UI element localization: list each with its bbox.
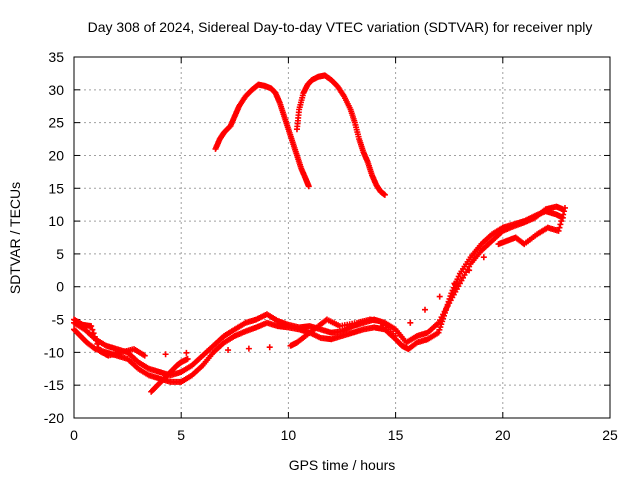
data-point (95, 344, 102, 351)
x-tick-label: 0 (70, 427, 78, 443)
x-tick-label: 10 (281, 427, 297, 443)
data-point (89, 326, 96, 333)
data-point (466, 267, 473, 274)
x-tick-label: 5 (177, 427, 185, 443)
data-point (480, 254, 487, 261)
data-point (557, 221, 564, 228)
data-point (392, 332, 399, 339)
y-tick-label: 35 (48, 49, 64, 65)
data-point (436, 326, 443, 333)
y-tick-label: 30 (48, 82, 64, 98)
y-tick-label: 20 (48, 147, 64, 163)
data-point (225, 347, 232, 354)
data-point (93, 337, 100, 344)
data-point (204, 348, 211, 355)
x-axis-label: GPS time / hours (289, 457, 396, 473)
plot-frame (73, 56, 611, 419)
data-point (90, 330, 97, 337)
y-tick-label: -5 (52, 312, 65, 328)
y-tick-label: -20 (44, 410, 64, 426)
data-point (451, 280, 458, 287)
y-tick-label: -15 (44, 377, 64, 393)
data-point (561, 208, 568, 215)
y-tick-label: 0 (56, 279, 64, 295)
data-point (88, 323, 95, 330)
data-point (435, 329, 442, 336)
data-point (560, 211, 567, 218)
y-axis-label: SDTVAR / TECUs (7, 182, 23, 294)
data-point (245, 345, 252, 352)
data-point (91, 333, 98, 340)
data-point (141, 352, 148, 359)
y-tick-label: 10 (48, 213, 64, 229)
data-point (94, 340, 101, 347)
data-point (437, 324, 444, 331)
axis-ticks: 0 5 10 15 20 25 -20 -15 -10 -5 0 5 10 15 20 25 30 35 (44, 49, 618, 443)
data-point (558, 218, 565, 225)
data-point (183, 349, 190, 356)
data-point (422, 306, 429, 313)
chart-title: Day 308 of 2024, Sidereal Day-to-day VTE… (88, 19, 593, 35)
x-tick-label: 20 (495, 427, 511, 443)
data-point (555, 227, 562, 234)
data-point (381, 191, 388, 198)
data-point (266, 344, 273, 351)
data-point (162, 351, 169, 358)
data-point (436, 293, 443, 300)
x-tick-label: 25 (602, 427, 618, 443)
y-tick-label: 25 (48, 115, 64, 131)
y-tick-label: 15 (48, 180, 64, 196)
x-tick-label: 15 (388, 427, 404, 443)
data-point (305, 183, 312, 190)
data-point (407, 319, 414, 326)
data-layer (71, 72, 568, 395)
data-point (561, 204, 568, 211)
data-point (559, 214, 566, 221)
y-tick-label: 5 (56, 246, 64, 262)
y-tick-label: -10 (44, 344, 64, 360)
data-point (184, 355, 191, 362)
data-point (556, 224, 563, 231)
